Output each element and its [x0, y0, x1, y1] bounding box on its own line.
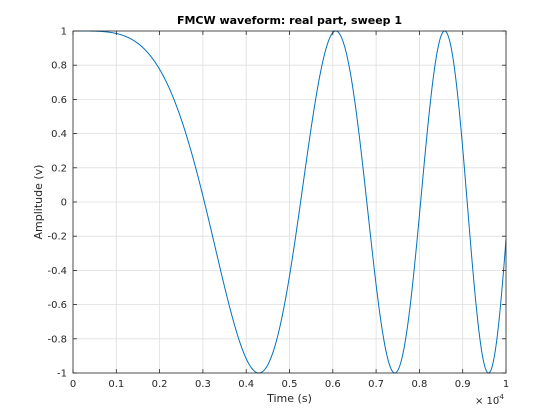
y-tick-label: -0.6	[47, 300, 67, 311]
x-tick-label: 0.2	[152, 379, 168, 390]
y-tick-label: 0.2	[51, 163, 67, 174]
x-tick-label: 0	[70, 379, 76, 390]
x-tick-label: 0.1	[108, 379, 124, 390]
y-tick-label: 0	[61, 198, 67, 209]
x-tick-label: 0.6	[325, 379, 341, 390]
y-tick-label: -0.4	[47, 266, 67, 277]
y-tick-label: 0.8	[51, 61, 67, 72]
x-axis-label: Time (s)	[266, 392, 312, 405]
y-tick-label: 1	[61, 27, 67, 38]
x-axis-multiplier: × 10	[475, 396, 499, 407]
series-line-sweep	[73, 30, 507, 374]
x-axis-multiplier-exponent: -4	[497, 393, 505, 401]
chart-title: FMCW waveform: real part, sweep 1	[177, 14, 402, 27]
x-tick-label: 1	[503, 379, 509, 390]
x-tick-label: 0.3	[195, 379, 211, 390]
x-tick-label: 0.7	[368, 379, 384, 390]
x-tick-label: 0.5	[282, 379, 298, 390]
y-axis-label: Amplitude (v)	[32, 165, 45, 240]
ticks: 0 0.1 0.2 0.3 0.4 0.5 0.6 0.7 0.8 0.9 1 1 0.8 0.6 0.4 0…	[47, 27, 509, 391]
x-tick-label: 0.4	[238, 379, 254, 390]
x-tick-label: 0.8	[411, 379, 427, 390]
y-tick-label: -0.2	[47, 232, 67, 243]
x-tick-label: 0.9	[455, 379, 471, 390]
y-tick-label: -1	[57, 369, 67, 380]
y-tick-label: 0.6	[51, 95, 67, 106]
y-tick-label: -0.8	[47, 334, 67, 345]
y-tick-label: 0.4	[51, 129, 67, 140]
